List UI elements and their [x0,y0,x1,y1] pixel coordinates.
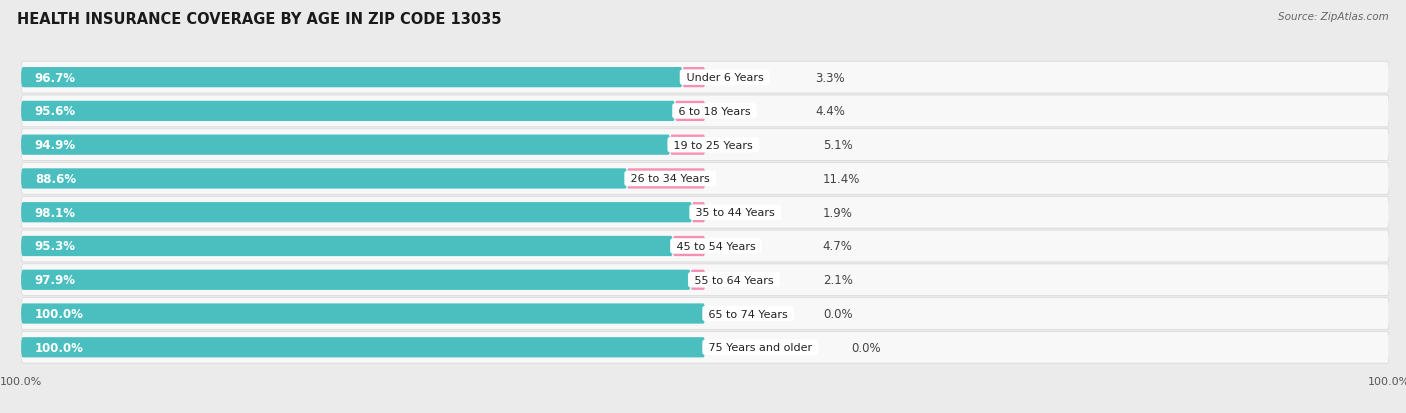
Text: 5.1%: 5.1% [823,139,852,152]
FancyBboxPatch shape [690,270,706,290]
Text: 55 to 64 Years: 55 to 64 Years [690,275,778,285]
Text: 98.1%: 98.1% [35,206,76,219]
Text: 75 Years and older: 75 Years and older [706,342,815,352]
FancyBboxPatch shape [21,169,627,189]
FancyBboxPatch shape [21,197,1389,228]
FancyBboxPatch shape [21,332,1389,363]
FancyBboxPatch shape [21,230,1389,262]
Text: 35 to 44 Years: 35 to 44 Years [692,208,779,218]
FancyBboxPatch shape [675,102,706,122]
FancyBboxPatch shape [21,298,1389,330]
Text: 100.0%: 100.0% [35,341,83,354]
FancyBboxPatch shape [21,135,671,155]
FancyBboxPatch shape [21,270,690,290]
Text: 94.9%: 94.9% [35,139,76,152]
Text: 26 to 34 Years: 26 to 34 Years [627,174,713,184]
FancyBboxPatch shape [21,68,682,88]
FancyBboxPatch shape [21,304,706,324]
Text: 88.6%: 88.6% [35,173,76,185]
FancyBboxPatch shape [627,169,706,189]
Text: 95.3%: 95.3% [35,240,76,253]
FancyBboxPatch shape [21,163,1389,195]
Text: 97.9%: 97.9% [35,273,76,287]
Text: 2.1%: 2.1% [823,273,852,287]
Text: HEALTH INSURANCE COVERAGE BY AGE IN ZIP CODE 13035: HEALTH INSURANCE COVERAGE BY AGE IN ZIP … [17,12,502,27]
Text: 0.0%: 0.0% [823,307,852,320]
FancyBboxPatch shape [21,102,675,122]
Text: 19 to 25 Years: 19 to 25 Years [671,140,756,150]
Text: 100.0%: 100.0% [35,307,83,320]
FancyBboxPatch shape [692,203,706,223]
Text: 0.0%: 0.0% [852,341,882,354]
Text: 96.7%: 96.7% [35,71,76,84]
Text: 1.9%: 1.9% [823,206,852,219]
Text: 45 to 54 Years: 45 to 54 Years [673,241,759,252]
FancyBboxPatch shape [21,96,1389,128]
Text: 4.7%: 4.7% [823,240,852,253]
Text: 95.6%: 95.6% [35,105,76,118]
Text: Source: ZipAtlas.com: Source: ZipAtlas.com [1278,12,1389,22]
Text: 11.4%: 11.4% [823,173,860,185]
FancyBboxPatch shape [21,130,1389,161]
FancyBboxPatch shape [673,236,706,256]
Text: 4.4%: 4.4% [815,105,845,118]
Text: Under 6 Years: Under 6 Years [682,73,766,83]
FancyBboxPatch shape [21,236,673,256]
FancyBboxPatch shape [682,68,706,88]
FancyBboxPatch shape [21,62,1389,94]
FancyBboxPatch shape [671,135,706,155]
FancyBboxPatch shape [21,264,1389,296]
Text: 65 to 74 Years: 65 to 74 Years [706,309,792,319]
FancyBboxPatch shape [21,203,692,223]
Text: 6 to 18 Years: 6 to 18 Years [675,107,754,116]
FancyBboxPatch shape [21,337,706,358]
Text: 3.3%: 3.3% [815,71,845,84]
